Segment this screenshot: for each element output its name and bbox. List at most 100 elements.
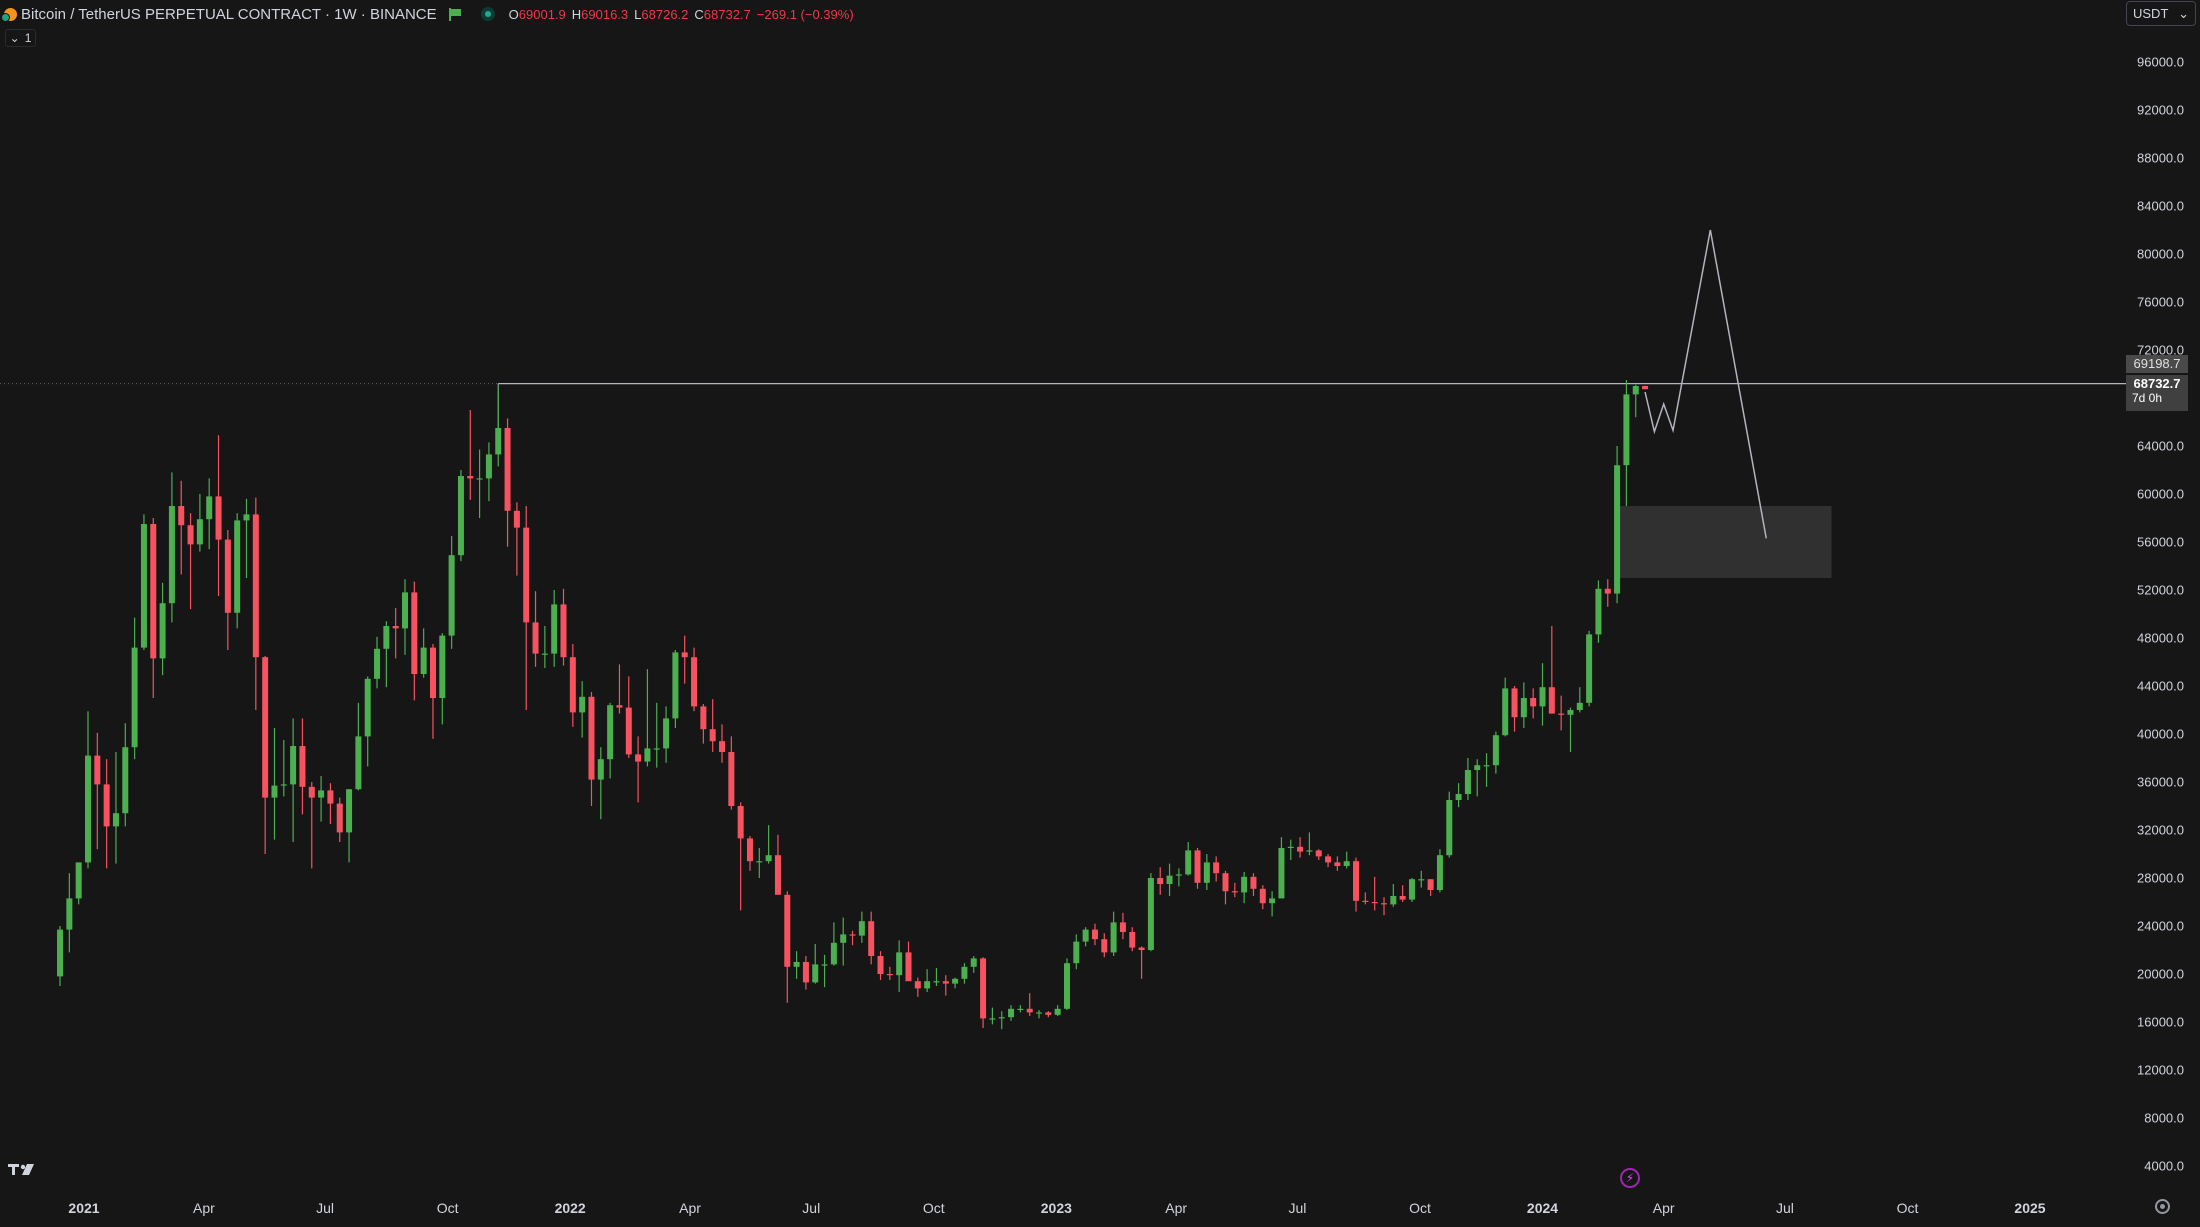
candle-body	[383, 626, 390, 649]
candle-body	[756, 861, 763, 863]
candle-body	[607, 705, 614, 760]
candle-body	[429, 647, 436, 698]
candle-body	[1147, 878, 1154, 950]
candle-body	[1203, 862, 1210, 883]
chevron-down-icon: ⌄	[2178, 5, 2189, 21]
candle	[75, 862, 82, 905]
symbol-title[interactable]: Bitcoin / TetherUS PERPETUAL CONTRACT · …	[21, 5, 437, 23]
candle	[597, 747, 604, 820]
time-tick-label: 2021	[68, 1200, 100, 1216]
candle-body	[728, 752, 735, 806]
candle	[1642, 385, 1649, 390]
candle-body	[1119, 922, 1126, 932]
candle	[1166, 863, 1173, 896]
candle-body	[989, 1018, 996, 1020]
candle	[1017, 1005, 1024, 1013]
tradingview-logo-icon[interactable]	[8, 1162, 38, 1178]
candle	[234, 513, 241, 629]
candle	[868, 911, 875, 965]
candle	[94, 732, 101, 850]
candle	[1129, 927, 1136, 952]
chart-legend[interactable]: Bitcoin / TetherUS PERPETUAL CONTRACT · …	[1, 4, 854, 24]
candle	[112, 752, 119, 864]
candle	[271, 728, 278, 840]
candle-body	[234, 520, 241, 613]
candle-body	[1026, 1008, 1033, 1013]
candle-body	[1269, 898, 1276, 904]
candle-body	[1063, 963, 1070, 1009]
price-tick-label: 52000.0	[2137, 582, 2184, 598]
candle	[532, 591, 539, 667]
candle	[1185, 842, 1192, 876]
candle-body	[1408, 879, 1415, 900]
candle-body	[980, 958, 987, 1019]
candle	[1036, 1010, 1043, 1019]
last-price-tag: 68732.7 7d 0h	[2126, 375, 2188, 411]
candle	[1110, 911, 1117, 956]
candle-body	[1362, 900, 1369, 902]
candle-body	[1194, 850, 1201, 883]
candle	[1399, 885, 1406, 902]
candle-body	[802, 962, 809, 983]
candle	[1063, 958, 1070, 1010]
candle-body	[569, 657, 576, 713]
candle-body	[858, 921, 865, 936]
candle-body	[448, 555, 455, 636]
candle	[420, 628, 427, 678]
candle-body	[318, 790, 325, 798]
time-tick-label: 2025	[2014, 1200, 2046, 1216]
candle	[467, 410, 474, 500]
candle-body	[523, 527, 530, 623]
candle-body	[355, 736, 362, 790]
candle	[998, 1011, 1005, 1030]
candle	[1455, 783, 1462, 808]
candle	[290, 718, 297, 842]
candle	[952, 977, 959, 989]
candle	[485, 442, 492, 502]
candle-body	[1175, 874, 1182, 876]
candle	[607, 702, 614, 779]
projection-layer	[1644, 229, 1768, 539]
candle-body	[75, 862, 82, 899]
candle	[551, 590, 558, 667]
candle	[1511, 686, 1518, 732]
candle-body	[952, 978, 959, 984]
candle-body	[1325, 856, 1332, 863]
candle-body	[1054, 1008, 1061, 1015]
candle	[1502, 677, 1509, 737]
candle	[877, 951, 884, 980]
projection-path[interactable]	[1644, 229, 1768, 539]
candle	[970, 956, 977, 973]
support-zone-rectangle[interactable]	[1617, 506, 1832, 578]
candle	[1157, 867, 1164, 895]
candle-body	[178, 506, 185, 526]
candle-body	[774, 855, 781, 895]
currency-selector[interactable]: USDT ⌄	[2126, 1, 2196, 26]
candle	[1278, 837, 1285, 899]
candle	[66, 873, 73, 953]
candle-body	[1474, 765, 1481, 770]
candle-body	[1464, 770, 1471, 794]
candle-body	[290, 746, 297, 785]
candle-body	[1008, 1008, 1015, 1018]
candle	[1138, 946, 1145, 979]
candle-body	[719, 741, 726, 752]
candle-body	[746, 838, 753, 862]
candle	[905, 941, 912, 982]
candle-body	[187, 525, 194, 545]
gear-icon[interactable]	[2155, 1199, 2170, 1214]
candle	[858, 911, 865, 943]
candle	[719, 724, 726, 763]
zone-layer	[1617, 506, 1832, 578]
candle-body	[532, 622, 539, 654]
candle-body	[1353, 861, 1360, 901]
candle	[1306, 832, 1313, 856]
candle-body	[327, 790, 334, 804]
lightning-icon[interactable]: ⚡	[1620, 1168, 1640, 1188]
candle	[150, 518, 157, 698]
indicators-toggle[interactable]: ⌄ 1	[5, 29, 36, 47]
price-tick-label: 64000.0	[2137, 438, 2184, 454]
flag-icon[interactable]	[448, 7, 461, 21]
candle-body	[476, 478, 483, 480]
